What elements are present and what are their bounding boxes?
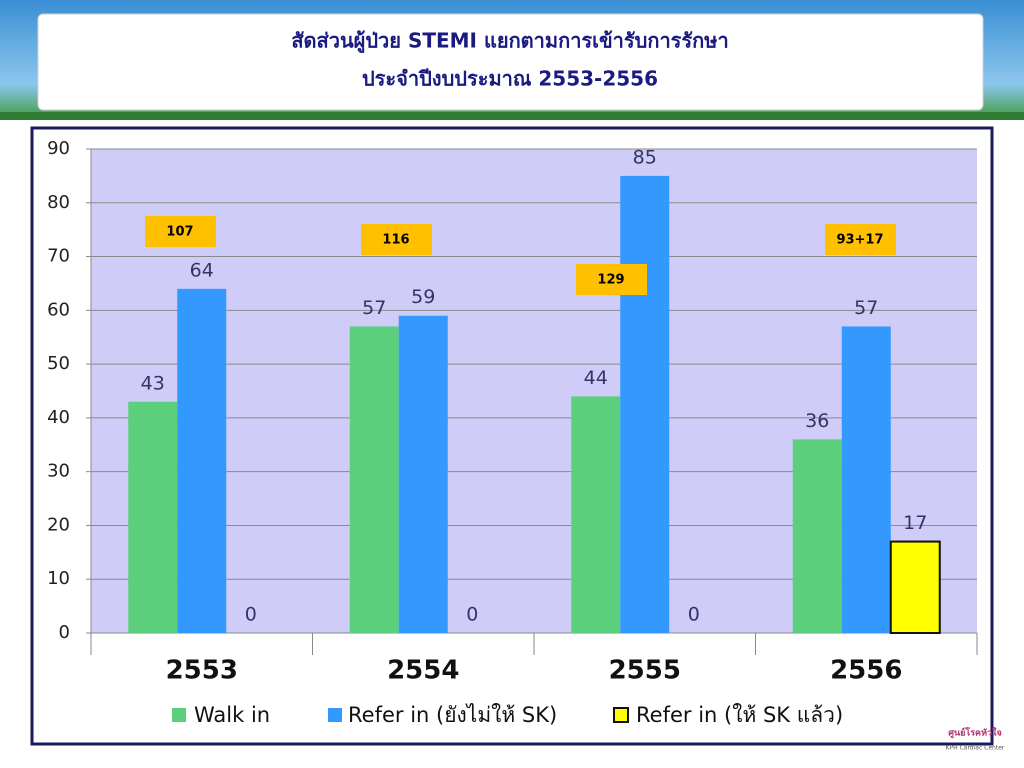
header-strip [0,112,1024,120]
chart-subtitle: ประจำปีงบประมาณ 2553-2556 [362,67,658,91]
data-label: 0 [466,604,478,626]
legend-swatch [613,707,629,723]
data-label: 57 [362,297,386,319]
y-tick-label: 0 [59,622,70,643]
bar [128,401,178,633]
logo-title: ศูนย์โรคหัวใจ [948,727,1001,739]
annotation: 107 [166,225,193,240]
bar [177,288,227,633]
legend-swatch [172,708,186,722]
y-tick-label: 30 [47,461,70,482]
data-label: 43 [141,372,165,394]
data-label: 0 [245,604,257,626]
x-tick-label: 2555 [609,656,681,686]
data-label: 44 [584,367,608,389]
bar [398,315,448,633]
annotation: 129 [597,273,624,288]
annotation: 116 [382,233,409,248]
y-tick-label: 40 [47,407,70,428]
data-label: 36 [805,410,829,432]
y-tick-label: 50 [47,353,70,374]
data-label: 57 [854,297,878,319]
y-tick-label: 90 [47,138,70,159]
bar [792,439,842,633]
data-label: 64 [190,259,214,281]
legend-label: Walk in [194,703,270,727]
legend-label: Refer in (ยังไม่ให้ SK) [348,703,557,727]
data-label: 59 [411,286,435,308]
x-tick-label: 2554 [387,656,459,686]
annotation-box [145,216,216,247]
legend-label: Refer in (ให้ SK แล้ว) [636,703,843,727]
bar [571,396,621,633]
annotation-box [825,224,896,255]
chart-title: สัดส่วนผู้ป่วย STEMI แยกตามการเข้ารับการ… [291,29,728,55]
bar [349,326,399,633]
y-tick-label: 60 [47,299,70,320]
y-tick-label: 80 [47,192,70,213]
x-tick-label: 2553 [166,656,238,686]
annotation-box [576,264,647,295]
annotation-box [361,224,432,255]
bar [889,540,941,634]
logo-subtitle: KPH Cardiac Center [946,745,1005,752]
data-label: 85 [633,146,657,168]
title-box [37,13,984,111]
x-tick-label: 2556 [830,656,902,686]
legend-swatch [328,708,342,722]
bar [620,175,670,633]
bar [841,326,891,633]
y-tick-label: 20 [47,514,70,535]
y-tick-label: 10 [47,568,70,589]
y-tick-label: 70 [47,246,70,267]
annotation: 93+17 [836,233,883,248]
data-label: 0 [688,604,700,626]
data-label: 17 [903,512,927,534]
